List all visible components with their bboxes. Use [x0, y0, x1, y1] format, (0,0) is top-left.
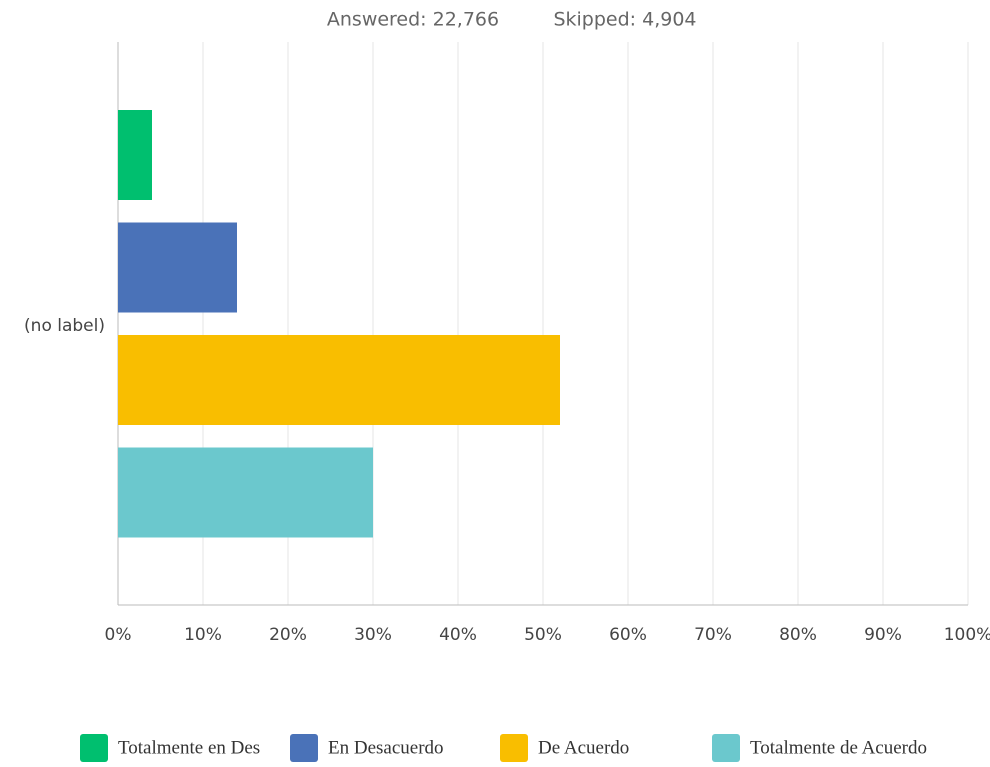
x-tick-label: 10%	[184, 625, 222, 645]
legend: Totalmente en Des En Desacuerdo De Acuerdo…	[80, 734, 927, 762]
legend-swatch	[712, 734, 740, 762]
x-tick-label: 100%	[944, 625, 990, 645]
legend-label: En Desacuerdo	[328, 737, 444, 758]
x-tick-label: 60%	[609, 625, 647, 645]
x-tick-label: 80%	[779, 625, 817, 645]
bar	[118, 222, 237, 313]
skipped: Skipped: 4,904	[553, 9, 696, 31]
answered: Answered: 22,766	[327, 9, 499, 31]
bar	[118, 335, 560, 425]
y-tick-label: (no label)	[24, 316, 105, 336]
x-tick-label: 0%	[105, 625, 132, 645]
x-tick-label: 70%	[694, 625, 732, 645]
x-tick-label: 20%	[269, 625, 307, 645]
legend-label: Totalmente en Des	[118, 737, 260, 758]
legend-swatch	[500, 734, 528, 762]
legend-swatch	[290, 734, 318, 762]
legend-swatch	[80, 734, 108, 762]
x-tick-label: 40%	[439, 625, 477, 645]
bar	[118, 447, 373, 538]
x-tick-label: 50%	[524, 625, 562, 645]
legend-label: Totalmente de Acuerdo	[750, 737, 927, 758]
x-tick-label: 90%	[864, 625, 902, 645]
bar	[118, 110, 152, 200]
legend-label: De Acuerdo	[538, 737, 629, 758]
x-tick-label: 30%	[354, 625, 392, 645]
